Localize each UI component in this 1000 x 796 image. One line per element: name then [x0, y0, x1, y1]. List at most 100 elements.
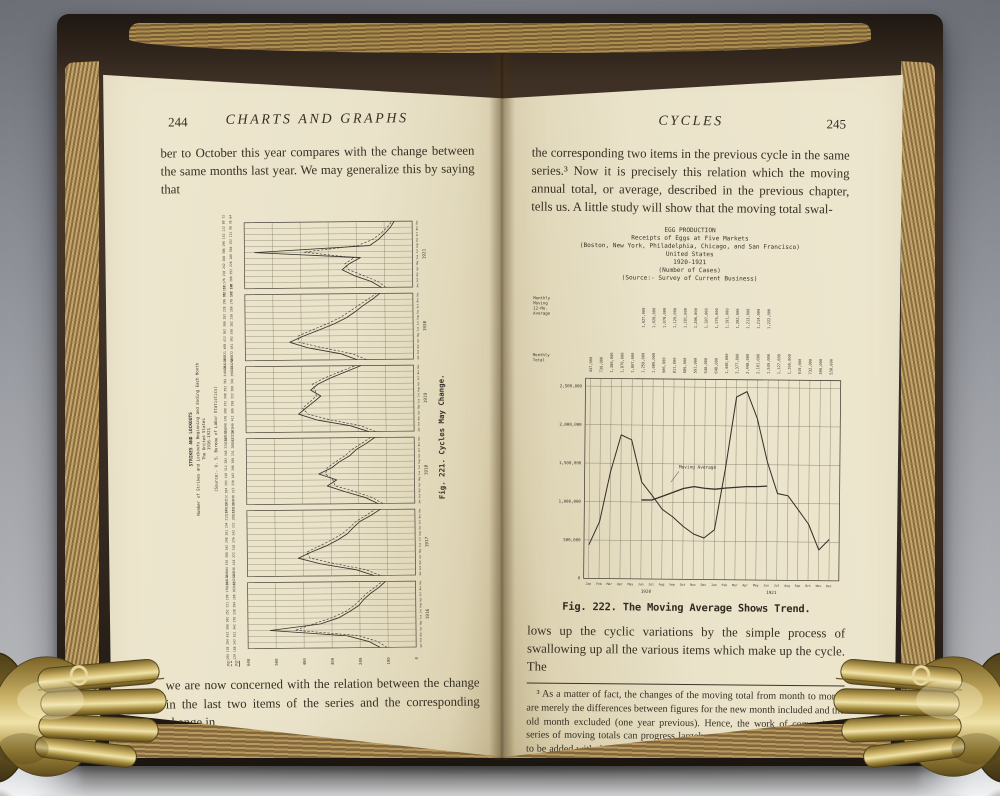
svg-text:112 148 208 252 226 186 564 15: 112 148 208 252 226 186 564 152 121 98 7…: [229, 215, 234, 297]
svg-text:648,000: 648,000: [714, 358, 718, 374]
svg-text:1,191,000: 1,191,000: [725, 308, 729, 328]
svg-text:1,259,000: 1,259,000: [641, 353, 645, 373]
svg-text:1918: 1918: [423, 465, 429, 476]
svg-text:Apr: Apr: [742, 583, 748, 587]
svg-text:Monthly: Monthly: [533, 352, 551, 357]
svg-text:2,101,000: 2,101,000: [756, 354, 760, 374]
svg-text:1,028,000: 1,028,000: [652, 308, 656, 328]
svg-text:0: 0: [578, 575, 581, 580]
svg-text:1,000,000: 1,000,000: [559, 498, 582, 503]
svg-text:500: 500: [274, 658, 279, 666]
svg-text:Aug: Aug: [659, 582, 665, 586]
svg-text:1,386,000: 1,386,000: [610, 352, 614, 372]
svg-text:Jul: Jul: [774, 583, 780, 587]
svg-text:Number of Strikes and Lockouts: Number of Strikes and Lockouts Beginning…: [194, 363, 200, 516]
svg-text:540,000: 540,000: [704, 358, 708, 374]
svg-text:732,000: 732,000: [808, 359, 812, 375]
fig222-content: MonthlyMoving12-Mo.AverageMonthlyTotal1,…: [533, 295, 842, 596]
svg-text:Jan Feb Mar Apr May Jun Jul Au: Jan Feb Mar Apr May Jun Jul Aug Sep Oct …: [418, 436, 422, 504]
right-page: CYCLES 245 the corresponding two items i…: [503, 74, 903, 758]
svg-text:Jan Feb Mar Apr May Jun Jul Au: Jan Feb Mar Apr May Jun Jul Aug Sep Oct …: [416, 220, 420, 288]
svg-text:811,000: 811,000: [673, 357, 677, 373]
svg-text:Mar: Mar: [732, 583, 738, 587]
paragraph-top: the corresponding two items in the previ…: [531, 145, 850, 217]
svg-text:1,202,000: 1,202,000: [736, 308, 740, 328]
svg-text:Jun: Jun: [763, 583, 769, 587]
svg-text:(Source:- U. S. Bureau of Labo: (Source:- U. S. Bureau of Labor Statisti…: [213, 386, 219, 492]
brass-hand-right: [830, 592, 1000, 796]
paragraph-top: ber to October this year compares with t…: [160, 143, 475, 197]
svg-text:1,222,000: 1,222,000: [767, 309, 771, 329]
svg-text:Apr: Apr: [617, 582, 623, 586]
svg-text:1,129,000: 1,129,000: [673, 308, 677, 328]
svg-text:Total: Total: [533, 357, 546, 362]
svg-text:Jan: Jan: [586, 582, 592, 586]
brass-hand-left: [0, 592, 170, 796]
page-number: 245: [826, 116, 847, 132]
svg-text:202 258 372 441 392 336 282 23: 202 258 372 441 392 336 282 238 206 178 …: [229, 284, 234, 372]
svg-text:1,187,000: 1,187,000: [704, 308, 708, 328]
open-book: 244 CHARTS AND GRAPHS ber to October thi…: [57, 14, 943, 766]
figure-222-caption: Fig. 222. The Moving Average Shows Trend…: [562, 600, 811, 616]
svg-text:Dec: Dec: [701, 583, 707, 587]
svg-text:Sep: Sep: [795, 584, 801, 588]
svg-text:1,870,000: 1,870,000: [620, 352, 624, 372]
svg-text:538,000: 538,000: [829, 359, 833, 375]
svg-text:Oct: Oct: [805, 584, 811, 588]
right-page-content: CYCLES 245 the corresponding two items i…: [525, 108, 850, 758]
running-head: CYCLES: [658, 113, 724, 130]
figure-222-line-chart: MonthlyMoving12-Mo.AverageMonthlyTotal1,…: [533, 295, 842, 596]
svg-text:STRIKES AND LOCKOUTS: STRIKES AND LOCKOUTS: [188, 412, 195, 467]
svg-text:919,000: 919,000: [798, 359, 802, 375]
svg-text:2,448,000: 2,448,000: [746, 354, 750, 374]
svg-text:132 176 248 312 278 342 296 26: 132 176 248 312 278 342 296 268 231 208 …: [231, 428, 236, 516]
svg-text:129 168 247 521 342 276 238 20: 129 168 247 521 342 276 238 204 186 162 …: [232, 572, 237, 660]
paragraph-after-figure: lows up the cyclic variations by the sim…: [526, 623, 846, 674]
svg-text:1,181,000: 1,181,000: [683, 308, 687, 328]
svg-text:1,027,000: 1,027,000: [642, 307, 646, 327]
svg-text:12-Mo.: 12-Mo.: [533, 305, 548, 310]
svg-text:0: 0: [414, 657, 419, 660]
fig221-content: STRIKES AND LOCKOUTS Number of Strikes an…: [188, 215, 447, 668]
svg-text:Moving: Moving: [533, 300, 548, 305]
figure-222-title-block: EGG PRODUCTION Receipts of Eggs at Five …: [531, 225, 850, 284]
svg-text:104 138 204 432 368 302 252 22: 104 138 204 432 368 302 252 221 198 176 …: [225, 572, 230, 660]
svg-text:Nov: Nov: [816, 584, 822, 588]
svg-text:400: 400: [302, 658, 307, 666]
svg-text:168 218 321 408 412 362 308 26: 168 218 321 408 412 362 308 262 228 196 …: [222, 284, 227, 372]
left-page-header: 244 CHARTS AND GRAPHS: [160, 111, 474, 136]
svg-text:Monthly: Monthly: [533, 295, 551, 300]
svg-text:Nov: Nov: [690, 583, 696, 587]
svg-text:Jun: Jun: [638, 582, 644, 586]
svg-text:Fig. 221. Cycles May Change.: Fig. 221. Cycles May Change.: [437, 375, 447, 500]
svg-text:1,100,000: 1,100,000: [788, 354, 792, 374]
svg-text:1,206,000: 1,206,000: [694, 308, 698, 328]
svg-text:1,500,000: 1,500,000: [559, 460, 582, 465]
svg-text:1916-1921: 1916-1921: [206, 428, 211, 451]
svg-text:126 178 284 376 388 342 298 26: 126 178 284 376 388 342 298 261 234 212 …: [224, 500, 229, 588]
svg-text:1916: 1916: [425, 609, 431, 620]
svg-text:2,000,000: 2,000,000: [559, 422, 582, 427]
svg-text:Mar: Mar: [607, 582, 613, 586]
svg-text:1,539,000: 1,539,000: [767, 354, 771, 374]
svg-text:Jul: Jul: [648, 582, 654, 586]
svg-text:138 192 298 378 398 372 348 35: 138 192 298 378 398 372 348 352 361 318 …: [223, 356, 228, 444]
svg-text:1,078,000: 1,078,000: [663, 308, 667, 328]
svg-text:Jan Feb Mar Apr May Jun Jul Au: Jan Feb Mar Apr May Jun Jul Aug Sep Oct …: [418, 508, 422, 576]
svg-text:2,377,000: 2,377,000: [735, 353, 739, 373]
svg-text:600: 600: [246, 659, 251, 667]
svg-text:739,000: 739,000: [599, 357, 603, 373]
svg-text:200: 200: [358, 657, 363, 665]
svg-text:1,213,000: 1,213,000: [746, 308, 750, 328]
svg-text:Jan Feb Mar Apr May Jun Jul Au: Jan Feb Mar Apr May Jun Jul Aug Sep Oct …: [416, 292, 420, 360]
svg-text:1,807,000: 1,807,000: [631, 352, 635, 372]
svg-text:437,000: 437,000: [589, 357, 593, 373]
book-reflection: [80, 760, 920, 796]
svg-text:Ending:: Ending:: [225, 659, 230, 667]
svg-text:1,127,000: 1,127,000: [777, 354, 781, 374]
svg-text:1,448,000: 1,448,000: [725, 353, 729, 373]
book-gutter-shadow: [489, 54, 515, 760]
svg-text:May: May: [627, 582, 633, 586]
svg-text:906,000: 906,000: [662, 357, 666, 373]
